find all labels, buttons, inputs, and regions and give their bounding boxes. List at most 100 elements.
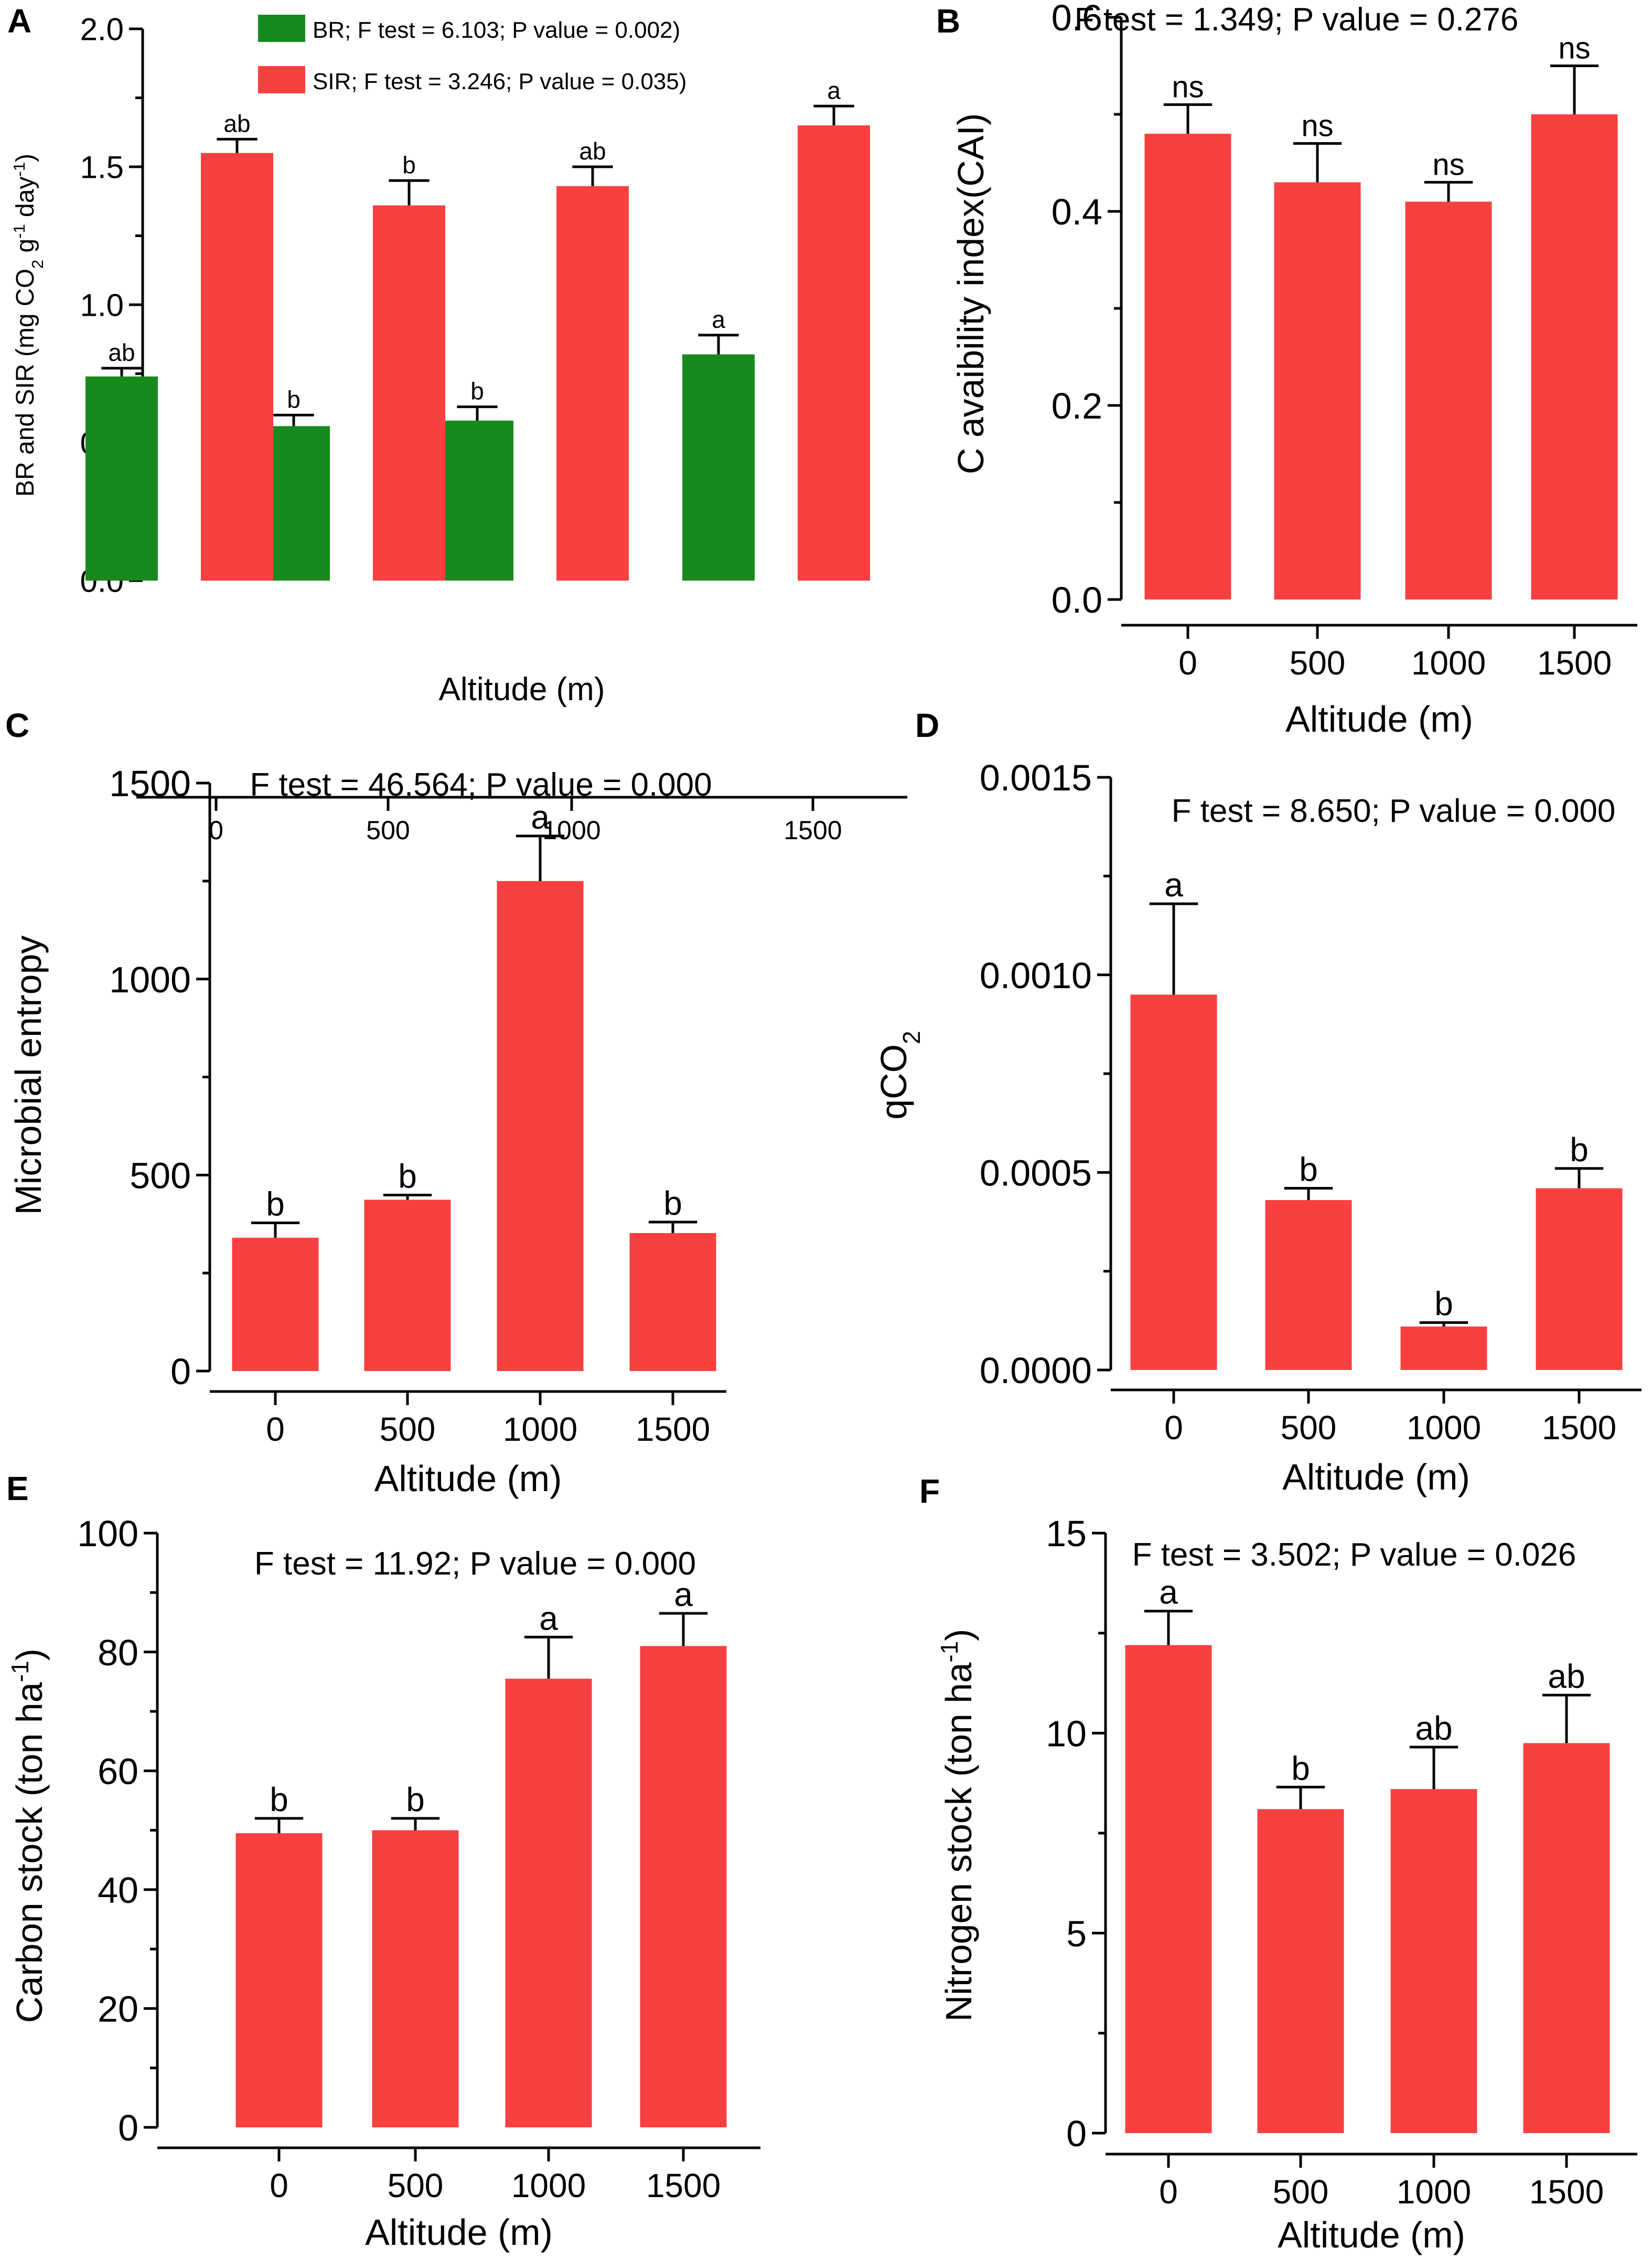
x-tick-label: 500 [380, 1410, 436, 1448]
x-axis-label: Altitude (m) [365, 2212, 553, 2253]
significance-letter: b [470, 378, 484, 405]
panel-F: F 0 5 10 15 0 500 1000 1500 Altitude (m) Nitrogen … [919, 1472, 1637, 2255]
significance-letter: ab [1415, 1709, 1452, 1747]
y-tick-label: 1000 [109, 959, 191, 1000]
bar [1144, 134, 1231, 599]
legend-label-SIR: SIR; F test = 3.246; P value = 0.035) [313, 69, 686, 94]
bar [505, 1678, 592, 2127]
y-tick-label: 60 [98, 1751, 138, 1792]
significance-letter: b [270, 1781, 288, 1818]
bar [441, 420, 513, 581]
bar [1130, 994, 1217, 1370]
x-tick-label: 1500 [784, 816, 842, 845]
significance-letter: a [1159, 1573, 1178, 1611]
bar [201, 153, 273, 581]
x-axis-label: Altitude (m) [1282, 1457, 1470, 1497]
x-tick-label: 0 [1159, 2173, 1178, 2211]
bar [235, 1833, 323, 2127]
significance-letter: a [1164, 866, 1183, 904]
bar [1536, 1188, 1623, 1370]
chart-title: F test = 1.349; P value = 0.276 [1075, 2, 1519, 38]
y-tick-label: 0.4 [1052, 191, 1102, 232]
bar [373, 205, 445, 581]
significance-letter: ab [579, 137, 606, 165]
y-tick-label: 2.0 [80, 12, 124, 47]
bar [1405, 201, 1492, 599]
y-axis-label: C avaibility index(CAI) [950, 113, 991, 475]
panel-label-A: A [7, 2, 31, 40]
y-tick-label: 0.0000 [980, 1350, 1092, 1391]
chart-title: F test = 8.650; P value = 0.000 [1172, 793, 1616, 829]
bar [1257, 1809, 1344, 2133]
x-tick-label: 0 [209, 816, 223, 845]
panel-label-D: D [915, 706, 939, 744]
significance-letter: ab [108, 339, 135, 366]
y-tick-label: 40 [98, 1870, 138, 1911]
chart-title: F test = 11.92; P value = 0.000 [254, 1546, 696, 1582]
x-tick-label: 500 [366, 816, 410, 845]
significance-letter: b [1291, 1749, 1310, 1787]
significance-letter: b [398, 1157, 417, 1195]
chart-title: F test = 46.564; P value = 0.000 [250, 767, 712, 803]
x-tick-label: 0 [266, 1410, 285, 1448]
bar [1274, 182, 1361, 599]
y-tick-label: 0.0005 [980, 1153, 1092, 1194]
x-tick-label: 1000 [1411, 644, 1486, 682]
y-tick-label: 0 [118, 2107, 138, 2148]
panel-label-C: C [5, 706, 29, 744]
y-axis-label: qCO2 [873, 1031, 925, 1120]
x-tick-label: 1500 [646, 2167, 721, 2204]
bar [1265, 1200, 1352, 1370]
y-tick-label: 0 [1066, 2113, 1087, 2154]
x-axis-label: Altitude (m) [1285, 699, 1473, 740]
x-tick-label: 1000 [1407, 1409, 1481, 1447]
panel-C: C 0 500 1000 1500 0 500 1000 1500 Altitude (m) Mic… [5, 706, 726, 1499]
significance-letter: b [1299, 1150, 1318, 1188]
bar [1400, 1326, 1487, 1370]
significance-letter: ab [223, 110, 250, 137]
y-tick-label: 1500 [109, 763, 191, 804]
significance-letter: b [287, 386, 301, 413]
significance-letter: ns [1432, 148, 1464, 182]
y-axis-label: Microbial entropy [8, 936, 49, 1215]
chart-title: F test = 3.502; P value = 0.026 [1132, 1537, 1576, 1573]
significance-letter: b [406, 1781, 425, 1818]
x-tick-label: 1500 [1537, 644, 1612, 682]
significance-letter: a [712, 306, 725, 333]
x-tick-label: 0 [1164, 1409, 1183, 1447]
significance-letter: ns [1172, 70, 1204, 104]
x-tick-label: 500 [1273, 2173, 1329, 2211]
y-tick-label: 10 [1046, 1714, 1087, 1754]
bar [1531, 114, 1618, 599]
x-tick-label: 500 [388, 2167, 444, 2204]
panel-label-B: B [936, 2, 960, 40]
bar [85, 376, 158, 581]
significance-letter: a [827, 77, 841, 104]
significance-letter: a [531, 798, 550, 836]
bar [1523, 1743, 1610, 2133]
x-axis-label: Altitude (m) [1278, 2214, 1465, 2255]
bar [798, 125, 870, 581]
legend-label-BR: BR; F test = 6.103; P value = 0.002) [313, 17, 680, 43]
y-tick-label: 0.2 [1052, 386, 1102, 426]
significance-letter: b [663, 1184, 682, 1222]
x-tick-label: 1500 [1542, 1409, 1616, 1447]
x-tick-label: 0 [1178, 644, 1197, 682]
bar [1390, 1789, 1477, 2133]
legend-swatch-SIR [258, 66, 305, 93]
panel-label-F: F [919, 1472, 940, 1510]
y-axis-label: BR and SIR (mg CO2 g-1 day-1) [10, 154, 47, 497]
x-tick-label: 1500 [1529, 2173, 1604, 2211]
y-tick-label: 0.0010 [980, 955, 1092, 996]
significance-letter: b [402, 151, 416, 178]
significance-letter: ns [1301, 109, 1333, 143]
x-tick-label: 1000 [542, 816, 600, 845]
bar [372, 1830, 459, 2127]
x-tick-label: 1000 [503, 1410, 577, 1448]
y-tick-label: 80 [98, 1632, 138, 1673]
legend-swatch-BR [258, 15, 305, 42]
bar [232, 1237, 319, 1371]
y-tick-label: 15 [1046, 1513, 1087, 1554]
